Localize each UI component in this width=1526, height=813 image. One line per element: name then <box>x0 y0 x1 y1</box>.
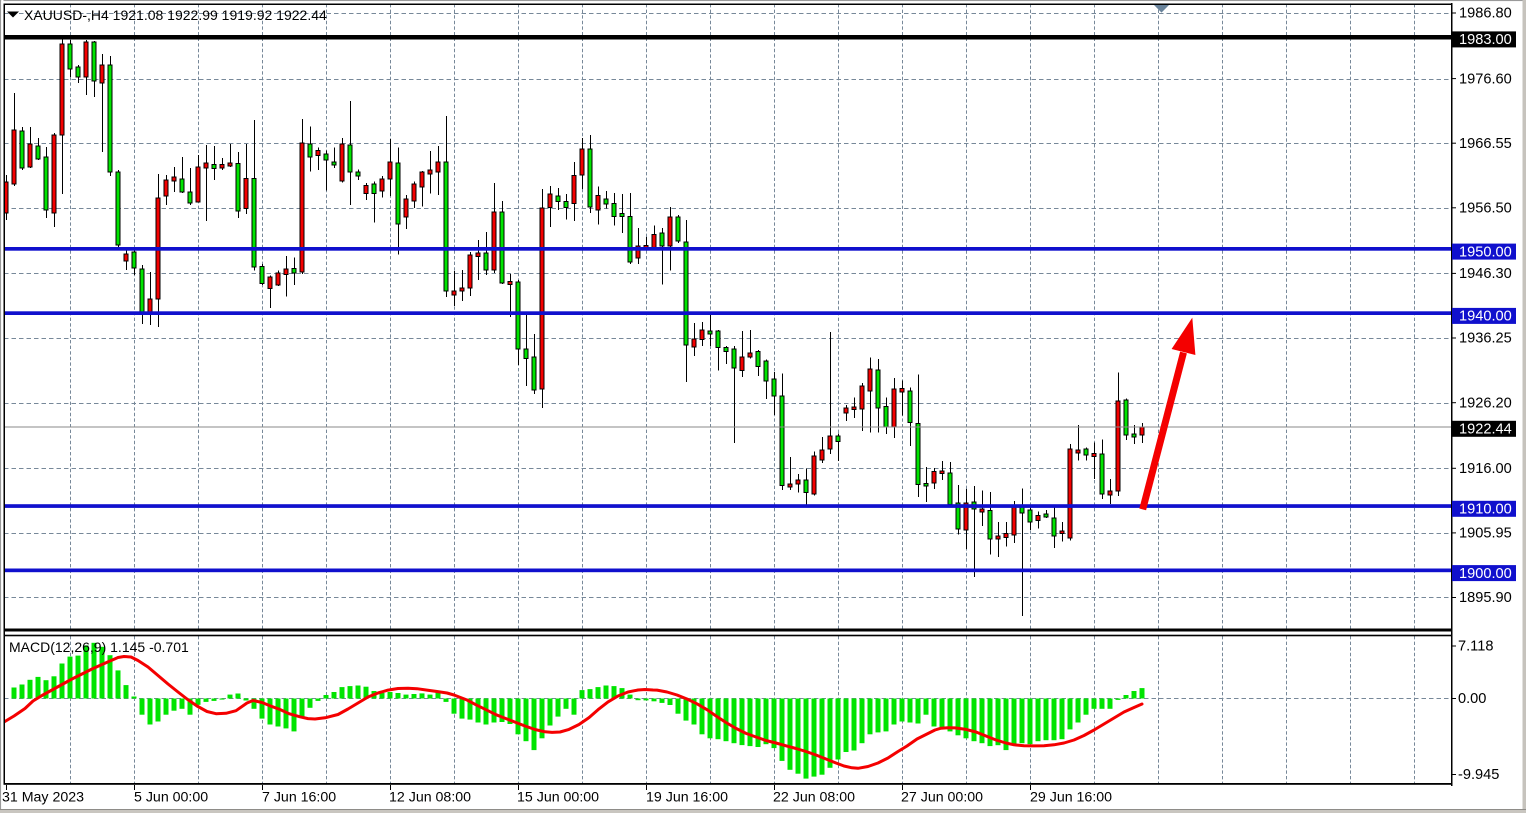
svg-text:31 May 2023: 31 May 2023 <box>2 790 84 806</box>
svg-text:1916.00: 1916.00 <box>1459 461 1512 477</box>
svg-text:1976.60: 1976.60 <box>1459 71 1512 87</box>
svg-text:1910.00: 1910.00 <box>1459 502 1512 518</box>
svg-text:12 Jun 08:00: 12 Jun 08:00 <box>389 790 471 806</box>
svg-text:1936.25: 1936.25 <box>1459 331 1512 347</box>
svg-text:1895.90: 1895.90 <box>1459 590 1512 606</box>
svg-text:1966.55: 1966.55 <box>1459 136 1512 152</box>
svg-text:15 Jun 00:00: 15 Jun 00:00 <box>517 790 599 806</box>
svg-text:1946.30: 1946.30 <box>1459 266 1512 282</box>
svg-text:1950.00: 1950.00 <box>1459 244 1512 260</box>
svg-text:MACD(12,26,9) 1.145 -0.701: MACD(12,26,9) 1.145 -0.701 <box>9 639 189 655</box>
svg-text:1926.20: 1926.20 <box>1459 395 1512 411</box>
svg-text:29 Jun 16:00: 29 Jun 16:00 <box>1030 790 1112 806</box>
svg-text:27 Jun 00:00: 27 Jun 00:00 <box>901 790 983 806</box>
svg-text:0.00: 0.00 <box>1458 691 1486 707</box>
svg-text:1983.00: 1983.00 <box>1459 32 1512 48</box>
svg-text:19 Jun 16:00: 19 Jun 16:00 <box>646 790 728 806</box>
svg-text:1986.80: 1986.80 <box>1459 6 1512 22</box>
svg-text:22 Jun 08:00: 22 Jun 08:00 <box>773 790 855 806</box>
svg-text:XAUUSD-,H4 1921.08 1922.99 191: XAUUSD-,H4 1921.08 1922.99 1919.92 1922.… <box>24 7 327 23</box>
svg-text:1900.00: 1900.00 <box>1459 566 1512 582</box>
svg-text:7 Jun 16:00: 7 Jun 16:00 <box>262 790 336 806</box>
svg-text:1905.95: 1905.95 <box>1459 526 1512 542</box>
svg-text:7.118: 7.118 <box>1458 639 1493 655</box>
svg-text:5 Jun 00:00: 5 Jun 00:00 <box>134 790 208 806</box>
svg-text:1940.00: 1940.00 <box>1459 309 1512 325</box>
svg-text:-9.945: -9.945 <box>1458 767 1499 783</box>
svg-text:1956.50: 1956.50 <box>1459 201 1512 217</box>
svg-text:1922.44: 1922.44 <box>1459 422 1512 438</box>
